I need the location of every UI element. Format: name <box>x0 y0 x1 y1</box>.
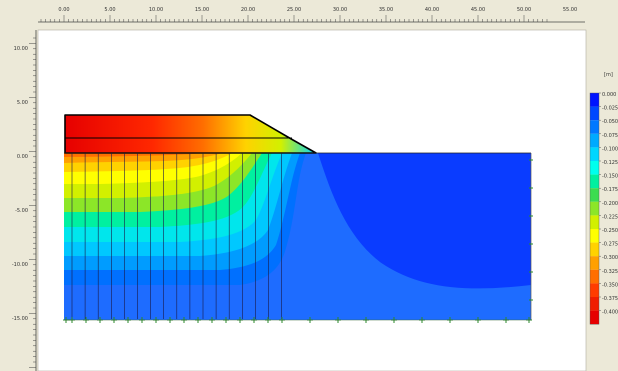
legend-value: -0.025 <box>602 106 618 112</box>
x-axis-minor-ticks <box>40 15 548 22</box>
legend-frame <box>589 92 600 325</box>
legend-value: -0.325 <box>602 269 618 275</box>
vertical-drains <box>71 153 282 319</box>
x-tick-label: 20.00 <box>241 7 255 13</box>
legend-value: -0.400 <box>602 310 618 316</box>
legend-swatch <box>590 133 599 148</box>
legend-unit: [m] <box>604 72 613 78</box>
legend-value: -0.150 <box>602 174 618 180</box>
legend-swatch <box>590 106 599 121</box>
side-fixities <box>529 159 533 301</box>
legend-swatch <box>590 242 599 257</box>
legend-swatch <box>590 215 599 229</box>
legend-swatch <box>590 269 599 284</box>
legend-swatch <box>590 161 599 175</box>
x-tick-label: 55.00 <box>563 7 577 13</box>
x-tick-label: 45.00 <box>471 7 485 13</box>
color-legend: 0.000 -0.025 -0.050 -0.075 -0.100 -0.125 -0.15… <box>589 92 618 325</box>
legend-value: -0.300 <box>602 255 618 261</box>
x-tick-label: 30.00 <box>333 7 347 13</box>
legend-value: -0.100 <box>602 146 618 152</box>
bottom-fixities <box>63 317 532 323</box>
y-axis-minor-ticks <box>29 37 36 368</box>
legend-value: -0.375 <box>602 296 618 302</box>
y-tick-label: -5.00 <box>15 208 28 214</box>
x-tick-label: 25.00 <box>287 7 301 13</box>
legend-value: 0.000 <box>602 92 616 98</box>
y-tick-label: 10.00 <box>14 46 28 52</box>
x-tick-label: 40.00 <box>425 7 439 13</box>
embankment[interactable] <box>64 114 317 154</box>
legend-value: -0.250 <box>602 228 618 234</box>
x-tick-label: 10.00 <box>149 7 163 13</box>
displacement-contour <box>64 153 531 320</box>
y-axis-labels: 10.00 5.00 0.00 -5.00 -10.00 -15.00 <box>12 46 28 322</box>
legend-swatch <box>590 256 599 270</box>
legend-value: -0.075 <box>602 133 618 139</box>
y-tick-label: -15.00 <box>12 316 28 322</box>
legend-swatch <box>590 310 599 325</box>
legend-swatch <box>590 147 599 161</box>
legend-value: -0.175 <box>602 187 618 193</box>
x-tick-label: 5.00 <box>104 7 115 13</box>
legend-swatch <box>590 201 599 216</box>
x-tick-label: 0.00 <box>58 7 69 13</box>
legend-swatch <box>590 93 599 107</box>
legend-swatch <box>590 283 599 297</box>
legend-swatch <box>590 188 599 202</box>
x-tick-label: 50.00 <box>517 7 531 13</box>
legend-value: -0.350 <box>602 282 618 288</box>
legend-swatch <box>590 120 599 134</box>
x-tick-label: 35.00 <box>379 7 393 13</box>
legend-value: -0.225 <box>602 214 618 220</box>
legend-swatch <box>590 229 599 243</box>
legend-swatch <box>590 297 599 311</box>
x-tick-label: 15.00 <box>195 7 209 13</box>
legend-value: -0.050 <box>602 119 618 125</box>
legend-value: -0.200 <box>602 201 618 207</box>
y-tick-label: 5.00 <box>17 100 28 106</box>
y-tick-label: -10.00 <box>12 262 28 268</box>
legend-swatch <box>590 174 599 189</box>
legend-value: -0.125 <box>602 160 618 166</box>
legend-value: -0.275 <box>602 242 618 248</box>
y-tick-label: 0.00 <box>17 154 28 160</box>
x-axis-labels: 0.00 5.00 10.00 15.00 20.00 25.00 30.00 35.00 40… <box>58 7 577 13</box>
